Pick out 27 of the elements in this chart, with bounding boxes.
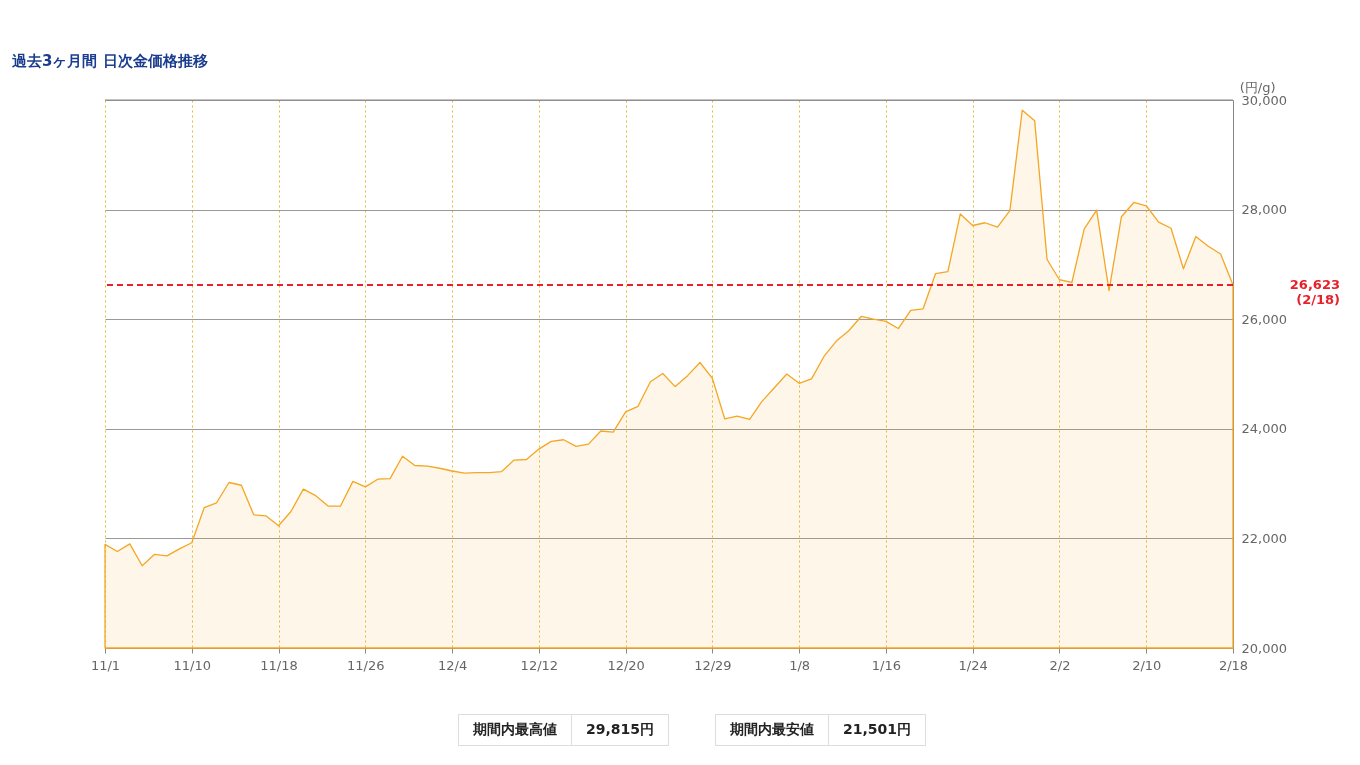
y-tick-label: 28,000 (1241, 202, 1287, 218)
y-tick-label: 22,000 (1241, 530, 1287, 546)
x-tick-label: 12/20 (607, 657, 645, 673)
text: 21,501円 (828, 715, 926, 745)
x-tick-label: 11/18 (260, 657, 298, 673)
y-axis-title: (円/g) (1239, 79, 1276, 95)
x-tick-label: 1/16 (871, 657, 902, 673)
x-tick-label: 2/10 (1132, 657, 1162, 673)
x-tick-label: 12/12 (520, 657, 559, 673)
text: 29,815円 (571, 715, 669, 745)
x-tick-label: 2/2 (1049, 657, 1071, 673)
x-tick-label: 11/1 (90, 657, 121, 673)
x-tick-label: 1/24 (958, 657, 988, 673)
text: 期間内最安値 (729, 720, 816, 739)
x-tick-label: 11/10 (173, 657, 211, 673)
x-tick-label: 12/4 (437, 657, 468, 673)
x-tick-label: 11/26 (347, 657, 385, 673)
y-tick-label: 26,000 (1241, 311, 1287, 327)
chart-title: 過去3ヶ月間 日次金価格推移 (12, 52, 208, 71)
x-tick-label: 2/18 (1218, 657, 1249, 673)
y-tick-label: 30,000 (1241, 92, 1287, 108)
x-tick-label: 1/8 (789, 657, 811, 673)
y-tick-label: 20,000 (1241, 640, 1287, 656)
y-tick-label: 24,000 (1241, 421, 1287, 437)
ref-line-label: 26,623 (2/18) (1289, 277, 1340, 308)
x-tick-label: 12/29 (694, 657, 732, 673)
text: 期間内最高値 (472, 720, 558, 739)
